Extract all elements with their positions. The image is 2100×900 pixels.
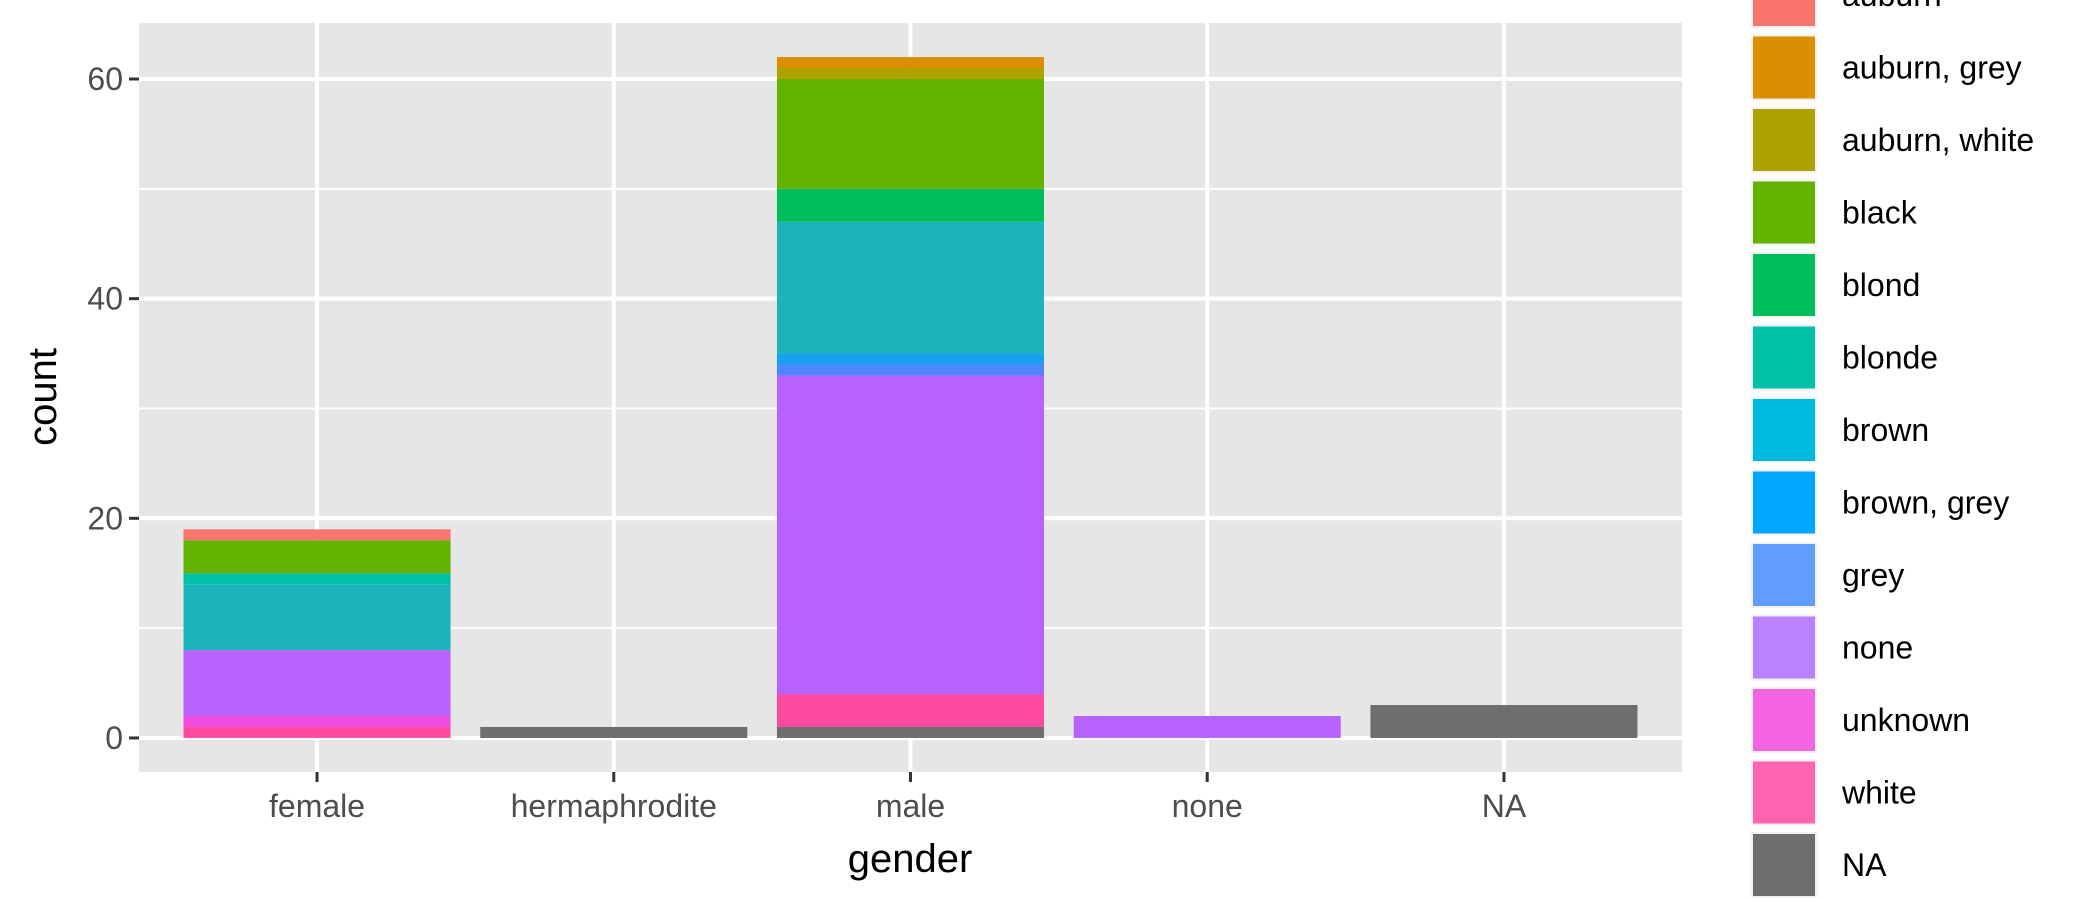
- legend-swatch: [1753, 36, 1815, 99]
- bar-segment-NA-NA: [1370, 705, 1638, 738]
- legend-label: brown, grey: [1842, 485, 2009, 521]
- bar-segment-male-auburn-white: [776, 68, 1045, 80]
- y-axis: 0 20 40 60: [87, 61, 139, 756]
- bar-segment-female-blonde: [183, 573, 451, 585]
- legend-swatch: [1753, 616, 1815, 679]
- bar-segment-male-blond: [776, 188, 1045, 222]
- x-tick-label: hermaphrodite: [511, 788, 717, 824]
- legend-label: black: [1842, 195, 1918, 231]
- bar-segment-female-auburn: [183, 529, 451, 541]
- legend-swatch: [1753, 0, 1815, 26]
- bar-segment-female-brown: [183, 584, 451, 651]
- bar-segment-male-brown: [776, 221, 1045, 354]
- legend-label: blond: [1842, 267, 1920, 303]
- legend-label: auburn, grey: [1842, 50, 2022, 86]
- legend-label: auburn, white: [1842, 122, 2034, 158]
- legend-swatch: [1753, 544, 1815, 606]
- legend-label: white: [1841, 775, 1917, 811]
- bar-segment-none-none: [1073, 715, 1341, 738]
- x-axis-title: gender: [848, 837, 973, 881]
- legend-label: NA: [1842, 847, 1887, 883]
- legend-label: auburn: [1842, 0, 1942, 13]
- bar-segment-female-black: [183, 540, 451, 574]
- bar-segment-female-none: [183, 650, 451, 716]
- legend-swatch: [1753, 689, 1815, 751]
- bar-segment-female-unknown: [183, 715, 451, 727]
- bar-segment-male-grey: [776, 364, 1045, 376]
- y-tick-label: 40: [87, 281, 123, 317]
- bar-segment-male-white: [776, 694, 1045, 727]
- legend-label: none: [1842, 630, 1913, 666]
- x-axis: female hermaphrodite male none NA: [269, 772, 1527, 824]
- x-tick-label: female: [269, 788, 365, 824]
- bars: [183, 57, 1638, 738]
- bar-segment-hermaphrodite-NA: [480, 726, 748, 738]
- legend-label: unknown: [1842, 702, 1970, 738]
- legend-swatch: [1753, 254, 1815, 316]
- bar-segment-male-brown-grey: [776, 353, 1045, 365]
- legend-swatch: [1753, 326, 1815, 389]
- x-tick-label: none: [1172, 788, 1243, 824]
- x-tick-label: male: [876, 788, 945, 824]
- bar-segment-male-NA: [776, 726, 1045, 738]
- legend-label: brown: [1842, 412, 1929, 448]
- bar-segment-male-black: [776, 79, 1045, 189]
- legend-label: grey: [1842, 557, 1904, 593]
- x-tick-label: NA: [1482, 788, 1527, 824]
- legend-swatch: [1753, 471, 1815, 534]
- y-tick-label: 20: [87, 500, 123, 536]
- legend-swatch: [1753, 399, 1815, 461]
- bar-segment-male-none: [776, 375, 1045, 695]
- legend-swatch: [1753, 834, 1815, 896]
- y-axis-title: count: [21, 348, 65, 446]
- y-tick-label: 60: [87, 61, 123, 97]
- bar-segment-female-white: [183, 726, 451, 738]
- legend-swatch: [1753, 181, 1815, 244]
- legend-label: blonde: [1842, 340, 1938, 376]
- legend: auburn auburn, grey auburn, white black blon…: [1751, 0, 2034, 898]
- legend-swatch: [1753, 761, 1815, 824]
- y-tick-label: 0: [105, 720, 123, 756]
- legend-swatch: [1753, 109, 1815, 171]
- bar-segment-male-auburn-grey: [776, 57, 1045, 69]
